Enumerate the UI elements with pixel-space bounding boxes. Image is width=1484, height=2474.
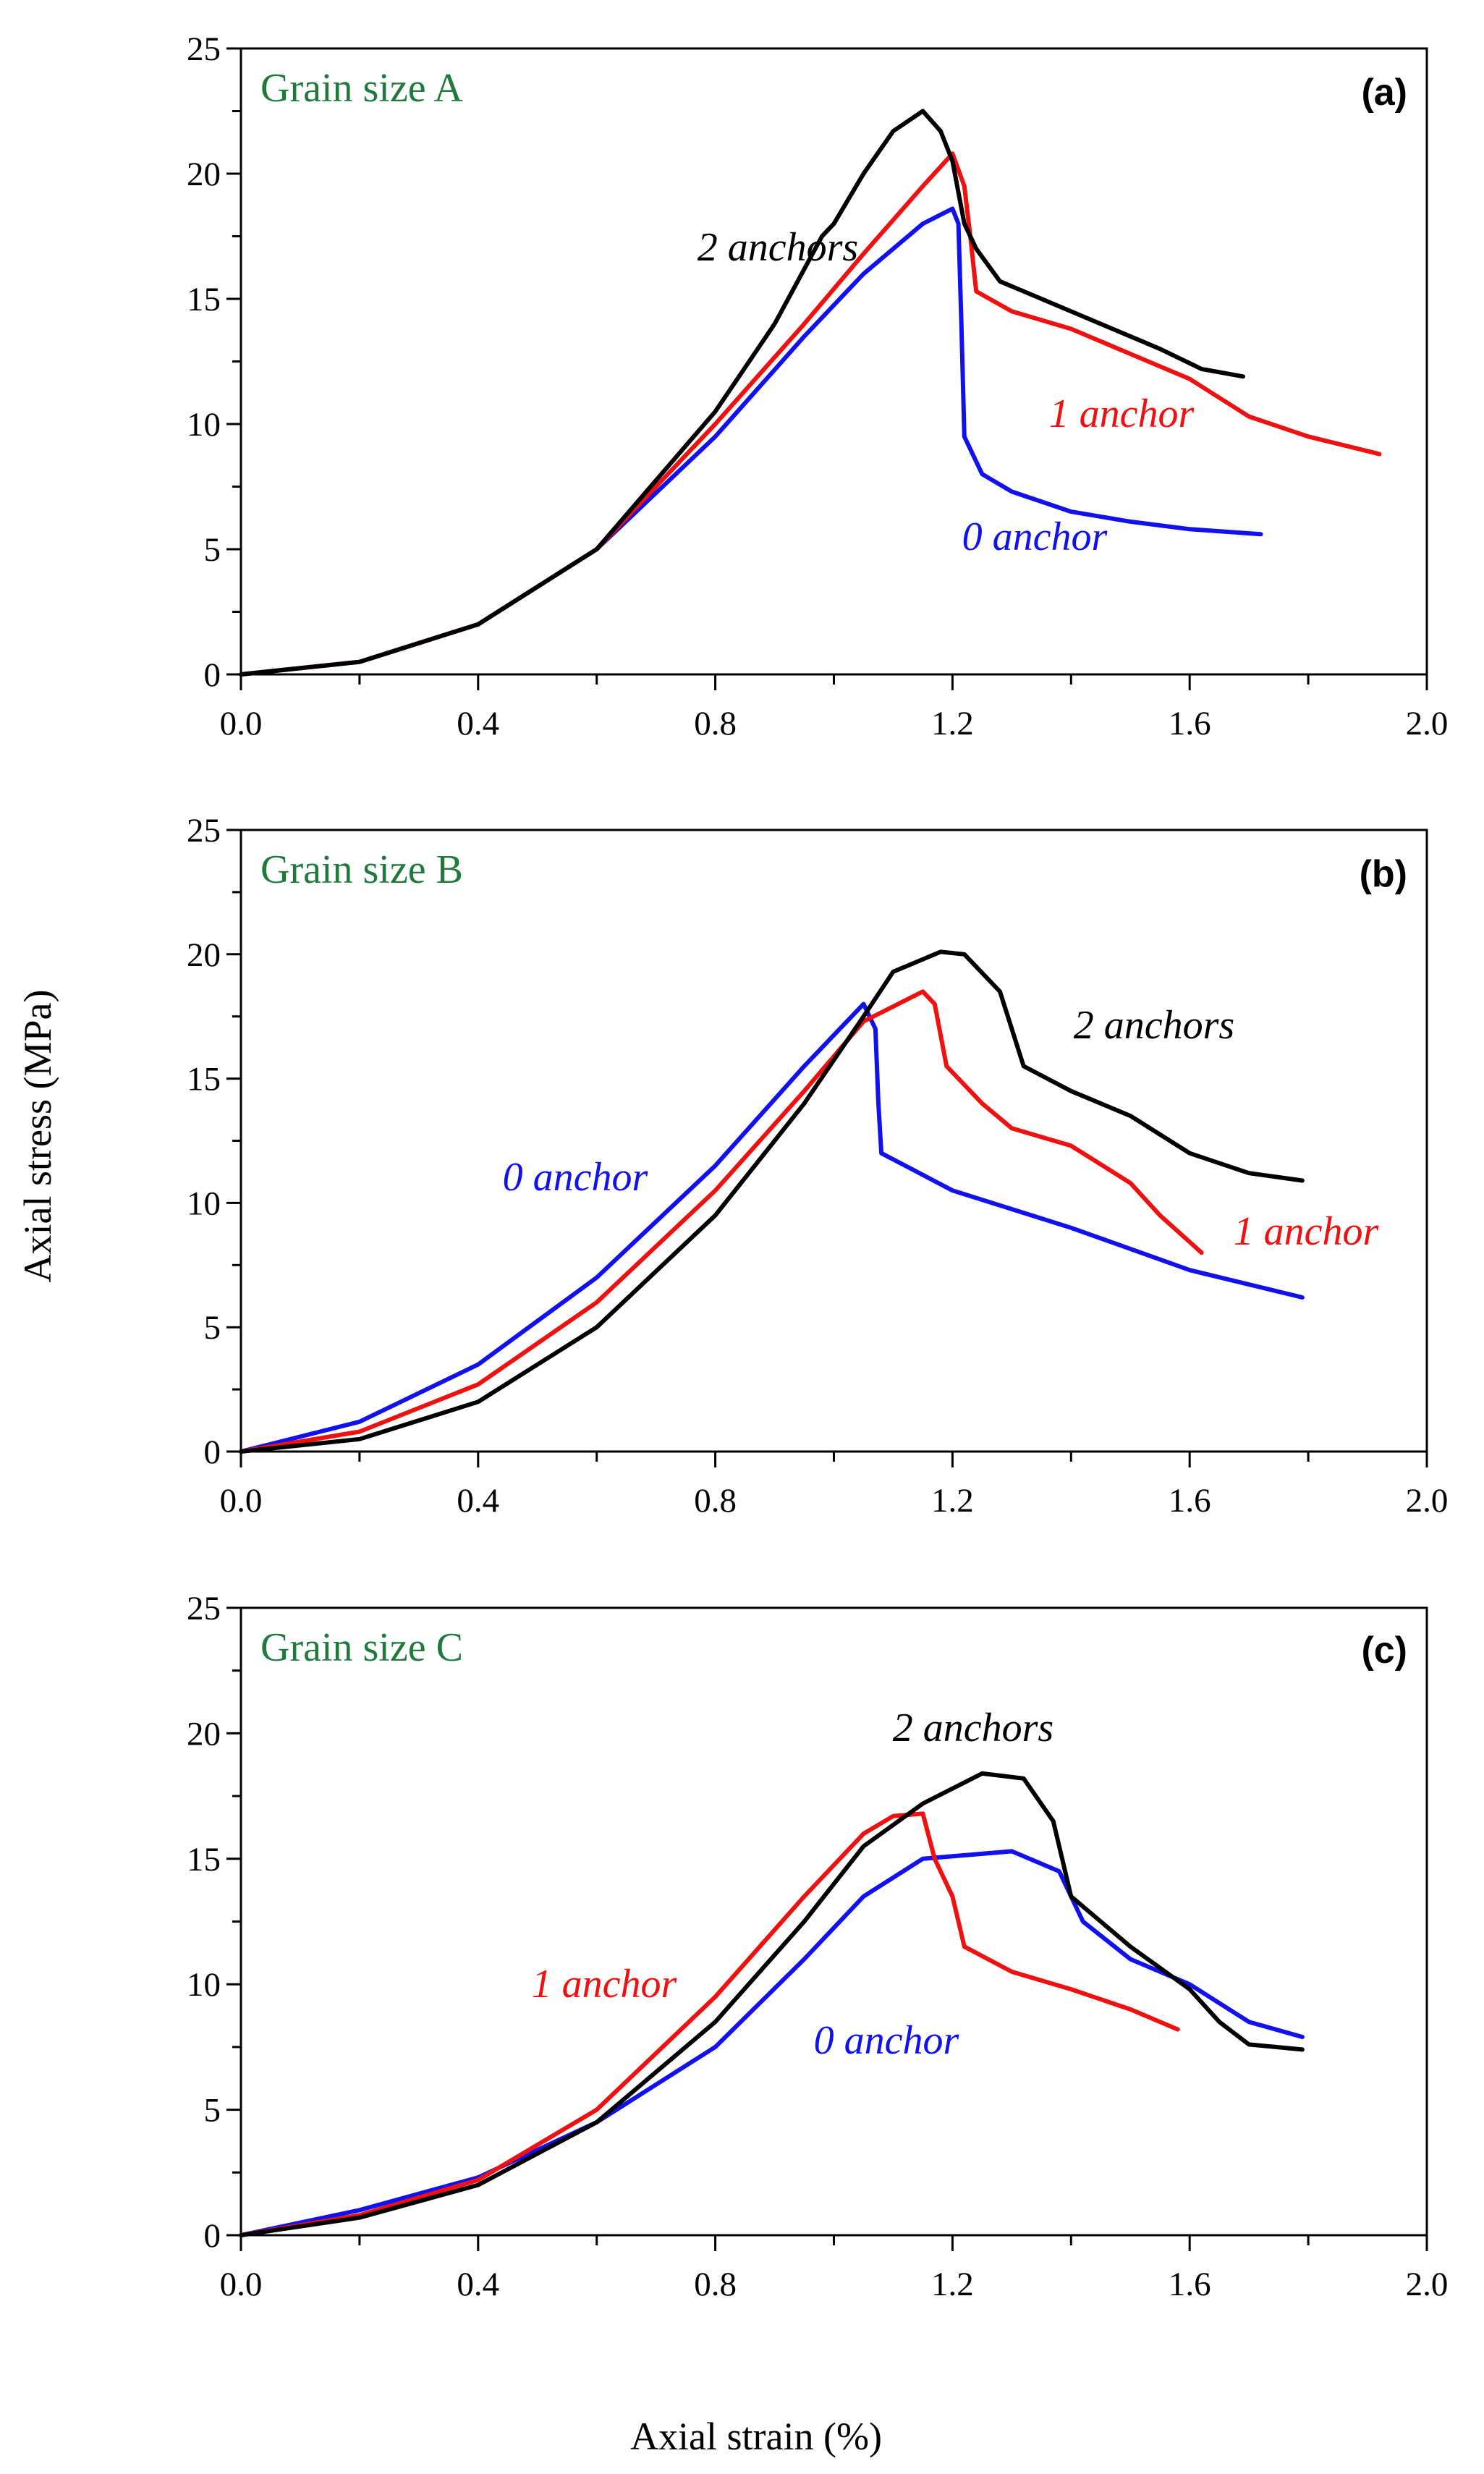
series-line-1-anchor (239, 989, 1204, 1454)
y-tick-label: 20 (187, 1715, 221, 1753)
x-tick-label: 0.4 (457, 705, 499, 742)
y-tick-label: 0 (204, 2217, 221, 2255)
series-label-1-anchor: 1 anchor (1234, 1209, 1379, 1254)
x-tick-label: 1.6 (1169, 2266, 1211, 2303)
panel-c: 0.0 0.4 0.8 1.2 1.6 2.0 0 5 10 15 20 25 Grain size C… (187, 1590, 1448, 2303)
y-tick-label: 0 (204, 1433, 221, 1471)
panels: 0.0 0.4 0.8 1.2 1.6 2.0 0 5 10 15 20 25 Grain size A… (187, 30, 1448, 2303)
x-tick-label: 1.6 (1169, 705, 1211, 742)
y-tick-label: 5 (204, 1309, 221, 1347)
y-tick-label: 10 (187, 406, 221, 444)
series-line-0-anchor (239, 206, 1263, 677)
x-axis-title: Axial strain (%) (630, 2415, 882, 2458)
panel-letter: (a) (1361, 72, 1407, 114)
x-tick-label: 0.0 (220, 2266, 263, 2303)
series-label-2-anchors: 2 anchors (893, 1706, 1053, 1750)
x-tick-label: 0.4 (457, 1482, 499, 1520)
y-tick-label: 0 (204, 656, 221, 694)
y-tick-label: 5 (204, 531, 221, 569)
y-tick-label: 20 (187, 936, 221, 974)
panel-title: Grain size A (260, 66, 463, 111)
panel-title: Grain size C (260, 1625, 463, 1670)
x-tick-label: 0.4 (457, 2266, 499, 2303)
x-tick-label: 0.0 (220, 1482, 263, 1520)
plot-frame (239, 829, 1428, 1453)
y-tick-label: 25 (187, 1590, 221, 1627)
y-tick-label: 25 (187, 30, 221, 68)
y-tick-label: 20 (187, 156, 221, 193)
x-tick-label: 2.0 (1406, 705, 1449, 742)
x-tick-label: 2.0 (1406, 1482, 1449, 1520)
series-label-2-anchors: 2 anchors (1074, 1003, 1234, 1048)
x-tick-label: 1.2 (931, 705, 974, 742)
plot-frame (239, 1606, 1428, 2237)
y-tick-label: 10 (187, 1185, 221, 1222)
x-tick-label: 1.2 (931, 2266, 974, 2303)
x-tick-label: 2.0 (1406, 2266, 1449, 2303)
series-label-0-anchor: 0 anchor (814, 2018, 959, 2063)
panel-letter: (c) (1361, 1630, 1407, 1672)
y-tick-label: 15 (187, 1061, 221, 1098)
x-tick-label: 0.0 (220, 705, 263, 742)
y-tick-label: 15 (187, 1841, 221, 1878)
panel-letter: (b) (1360, 853, 1407, 895)
series-label-1-anchor: 1 anchor (1049, 391, 1195, 436)
series-line-0-anchor (239, 1849, 1305, 2237)
series-label-0-anchor: 0 anchor (503, 1155, 648, 1200)
x-tick-label: 0.8 (694, 1482, 737, 1520)
x-tick-label: 0.8 (694, 2266, 737, 2303)
panel-a: 0.0 0.4 0.8 1.2 1.6 2.0 0 5 10 15 20 25 Grain size A… (187, 30, 1448, 742)
plot-frame (239, 47, 1428, 676)
series-line-0-anchor (239, 1001, 1305, 1454)
series-line-2-anchors (239, 109, 1245, 677)
x-tick-label: 1.6 (1169, 1482, 1211, 1520)
y-axis-title: Axial stress (MPa) (16, 990, 59, 1283)
series-label-1-anchor: 1 anchor (532, 1962, 677, 2007)
y-tick-label: 10 (187, 1966, 221, 2004)
series-label-0-anchor: 0 anchor (962, 514, 1108, 559)
panel-b: 0.0 0.4 0.8 1.2 1.6 2.0 0 5 10 15 20 25 Grain size B… (187, 812, 1448, 1520)
series-label-2-anchors: 2 anchors (698, 225, 858, 270)
series-line-2-anchors (239, 1771, 1305, 2237)
y-tick-label: 25 (187, 812, 221, 850)
x-tick-label: 0.8 (694, 705, 737, 742)
panel-title: Grain size B (260, 847, 463, 892)
series-line-2-anchors (239, 949, 1305, 1454)
x-tick-label: 1.2 (931, 1482, 974, 1520)
y-tick-label: 5 (204, 2092, 221, 2130)
y-tick-label: 15 (187, 281, 221, 318)
